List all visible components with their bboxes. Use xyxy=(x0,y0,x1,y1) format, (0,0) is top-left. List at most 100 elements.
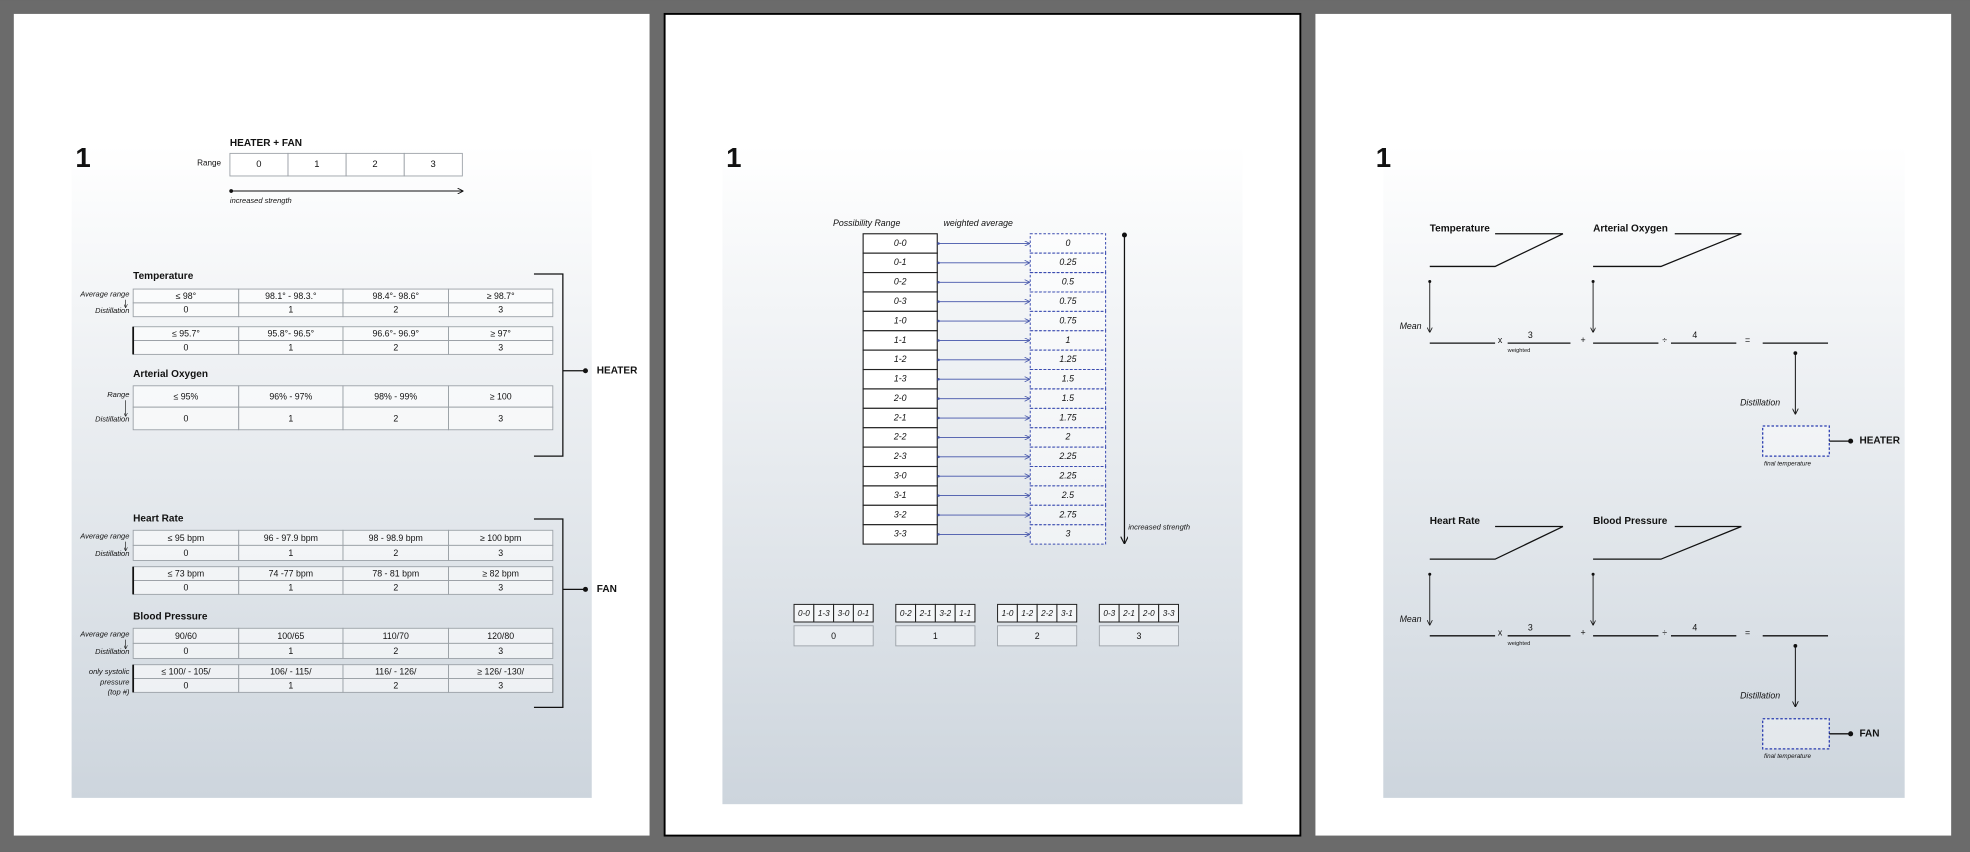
level-value: 3 xyxy=(498,548,503,558)
range-value: 96.6°- 96.9° xyxy=(372,329,419,339)
bucket-combo: 0-1 xyxy=(857,609,869,618)
level-value: 3 xyxy=(498,342,503,352)
side-label: pressure xyxy=(99,677,129,686)
level-value: 0 xyxy=(183,413,188,423)
range-value: 90/60 xyxy=(175,631,197,641)
scale-level: 0 xyxy=(256,158,261,169)
range-value: 78 - 81 bpm xyxy=(372,569,419,579)
range-value: ≤ 95% xyxy=(174,391,199,401)
combo: 3-2 xyxy=(894,509,907,519)
cell xyxy=(448,340,554,355)
level-value: 0 xyxy=(183,680,188,690)
cell xyxy=(448,406,554,431)
range-value: 100/65 xyxy=(277,631,304,641)
level-value: 2 xyxy=(393,548,398,558)
combo: 1-1 xyxy=(894,335,907,345)
cell xyxy=(448,302,554,318)
level-value: 2 xyxy=(393,342,398,352)
output-label: FAN xyxy=(597,584,617,595)
operator: ÷ xyxy=(1662,628,1667,638)
cell xyxy=(448,642,554,659)
weight-note: weighted xyxy=(1507,348,1531,354)
average-cell xyxy=(1029,524,1107,545)
output-label: HEATER xyxy=(597,365,638,376)
range-value: ≤ 98° xyxy=(176,291,197,301)
dot xyxy=(582,586,588,592)
average: 2 xyxy=(1064,432,1070,442)
average: 1 xyxy=(1065,335,1070,345)
bucket-combo-cell xyxy=(1056,603,1078,623)
bucket-combo-cell xyxy=(954,603,976,623)
average: 2.5 xyxy=(1061,490,1074,500)
range-value: 98.1° - 98.3.° xyxy=(265,291,316,301)
combo: 3-0 xyxy=(894,471,907,481)
range-value: ≥ 100 bpm xyxy=(480,533,521,543)
bucket-combo: 1-1 xyxy=(959,609,971,618)
range-value: ≥ 97° xyxy=(490,329,511,339)
level-value: 0 xyxy=(183,646,188,656)
operator: x xyxy=(1498,628,1503,638)
group-title: Temperature xyxy=(133,271,194,282)
range-value: ≤ 73 bpm xyxy=(168,569,205,579)
combo: 0-0 xyxy=(894,238,907,248)
range-value: 95.8°- 96.5° xyxy=(268,329,315,339)
input-shape xyxy=(1593,233,1742,268)
range-value: 116/ - 126/ xyxy=(375,667,417,677)
range-value: 110/70 xyxy=(383,631,409,641)
range-value: 98 - 98.9 bpm xyxy=(369,533,423,543)
level-value: 0 xyxy=(183,548,188,558)
bucket-level: 2 xyxy=(1035,631,1040,641)
range-value: ≥ 82 bpm xyxy=(482,569,519,579)
divisor: 4 xyxy=(1692,623,1697,633)
bucket-level: 0 xyxy=(831,631,836,641)
panel xyxy=(1383,144,1905,798)
average: 1.25 xyxy=(1059,354,1076,364)
bucket-level-cell xyxy=(1098,625,1179,647)
bucket-combo: 2-1 xyxy=(1122,609,1135,618)
operator: ÷ xyxy=(1662,335,1667,345)
range-value: 98% - 99% xyxy=(374,391,417,401)
combo: 1-2 xyxy=(894,354,907,364)
level-value: 0 xyxy=(183,582,188,592)
range-value: ≤ 95.7° xyxy=(172,329,200,339)
average: 0 xyxy=(1065,238,1070,248)
row-label: Average range xyxy=(79,532,129,541)
combo: 2-1 xyxy=(893,412,907,422)
output-label: FAN xyxy=(1859,728,1879,739)
group-title: Heart Rate xyxy=(133,514,184,525)
level-value: 3 xyxy=(498,646,503,656)
level-value: 3 xyxy=(498,305,503,315)
level-value: 1 xyxy=(288,342,293,352)
row-label: Distillation xyxy=(95,549,129,558)
level-value: 3 xyxy=(498,680,503,690)
result-box xyxy=(1762,718,1830,750)
group-title: Blood Pressure xyxy=(133,612,208,623)
level-value: 2 xyxy=(393,680,398,690)
range-value: 106/ - 115/ xyxy=(270,667,312,677)
bucket-combo: 2-2 xyxy=(1040,609,1053,618)
average: 0.25 xyxy=(1059,257,1076,267)
row-label: Distillation xyxy=(95,415,129,424)
row-label: Distillation xyxy=(95,306,129,315)
average: 0.5 xyxy=(1062,277,1074,287)
operator: = xyxy=(1745,628,1750,638)
bucket-combo: 3-1 xyxy=(1061,609,1073,618)
bucket-combo: 2-0 xyxy=(1142,609,1155,618)
input-label: Heart Rate xyxy=(1430,516,1481,527)
column-header: weighted average xyxy=(944,218,1013,228)
average: 1.5 xyxy=(1062,393,1074,403)
panel xyxy=(71,144,592,798)
result-box xyxy=(1762,425,1830,457)
row-label: Range xyxy=(107,390,129,399)
distillation-label: Distillation xyxy=(1740,398,1780,408)
range-value: 120/80 xyxy=(487,631,514,641)
bucket-combo: 1-3 xyxy=(818,609,830,618)
average: 3 xyxy=(1065,529,1070,539)
mean-label: Mean xyxy=(1400,614,1422,624)
combo: 1-0 xyxy=(894,315,907,325)
row-label: Distillation xyxy=(95,647,129,656)
level-value: 3 xyxy=(498,413,503,423)
range-value: ≥ 100 xyxy=(490,391,512,401)
bucket-combo: 0-0 xyxy=(798,609,810,618)
